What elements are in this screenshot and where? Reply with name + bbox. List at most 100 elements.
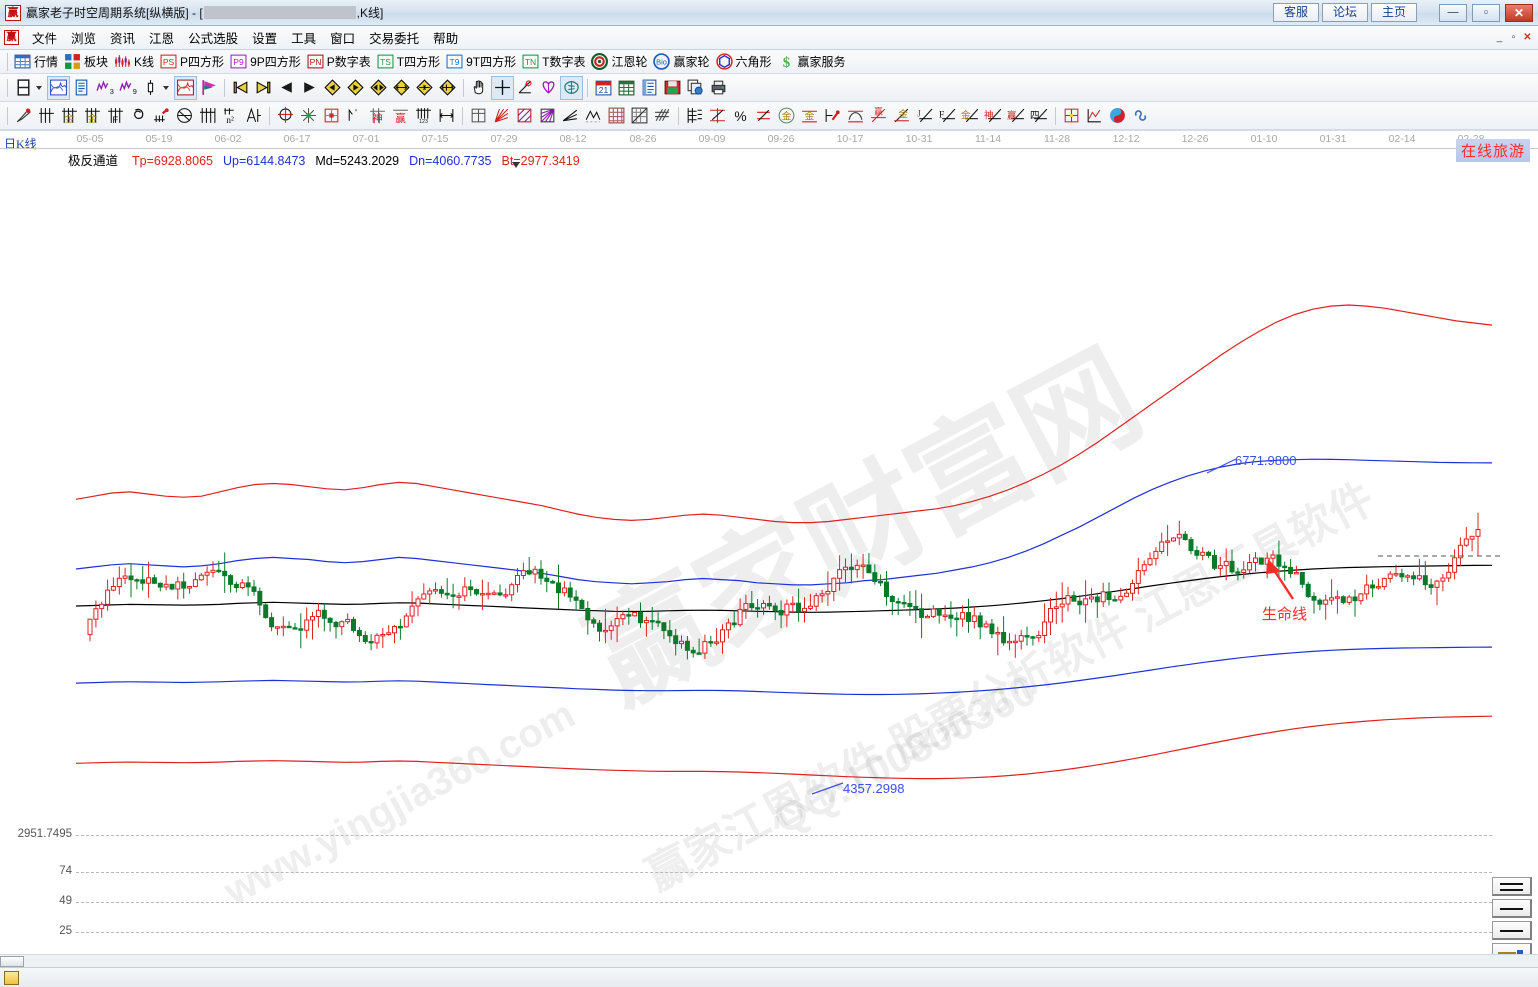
draw-pen-button[interactable]	[12, 104, 35, 128]
angle-lines-button[interactable]	[559, 104, 582, 128]
grid-point-button[interactable]	[1060, 104, 1083, 128]
n-square-tool-button[interactable]: n²	[219, 104, 242, 128]
number-grid-button[interactable]: 123	[412, 104, 435, 128]
winner-wheel-button[interactable]: Bio 赢家轮	[651, 50, 713, 73]
t-number-table-button[interactable]: TN T数字表	[520, 50, 589, 73]
span-tool-button[interactable]	[435, 104, 458, 128]
pen-tool-2-button[interactable]	[150, 104, 173, 128]
panel-button-1[interactable]	[1492, 877, 1532, 896]
gann-fan-grid-button[interactable]	[35, 104, 58, 128]
gold-circle-button[interactable]: 金	[775, 104, 798, 128]
print-chart-button[interactable]	[707, 76, 730, 100]
box-frame-button[interactable]	[467, 104, 490, 128]
menu-news[interactable]: 资讯	[110, 32, 136, 46]
tangle-red-button[interactable]	[174, 75, 197, 100]
brain-tool-button[interactable]	[560, 75, 583, 100]
slash-lines-button[interactable]	[651, 104, 674, 128]
mdi-minimize-button[interactable]: _	[1496, 32, 1503, 43]
menu-window[interactable]: 窗口	[330, 32, 356, 46]
9t-square-button[interactable]: T9 9T四方形	[444, 50, 520, 73]
flag-marker-button[interactable]	[197, 76, 220, 100]
menu-settings[interactable]: 设置	[252, 32, 278, 46]
gann-wheel-button[interactable]: 江恩轮	[589, 50, 651, 73]
ying-slash-button[interactable]: 赢	[1005, 104, 1028, 128]
circle-tool-button[interactable]	[173, 104, 196, 128]
maximize-button[interactable]: ▫	[1472, 3, 1500, 22]
f-tool-button[interactable]: F	[104, 104, 127, 128]
star-grid-button[interactable]	[297, 104, 320, 128]
gold-slash-2-button[interactable]: 金	[959, 104, 982, 128]
gold-ratio-1-button[interactable]: 金	[58, 104, 81, 128]
last-page-button[interactable]	[252, 76, 275, 100]
candle-style-button[interactable]	[139, 76, 174, 100]
mdi-close-button[interactable]: ✕	[1523, 32, 1532, 43]
market-quotes-button[interactable]: 行情	[12, 50, 62, 73]
forum-button[interactable]: 论坛	[1322, 3, 1368, 22]
kline-button[interactable]: K线	[112, 50, 158, 73]
shen-slash-button[interactable]: 神	[982, 104, 1005, 128]
notebook-button[interactable]	[638, 76, 661, 100]
taiji-button[interactable]	[1106, 104, 1129, 128]
report-button[interactable]	[70, 76, 93, 100]
gold-bar-button[interactable]: 金	[798, 104, 821, 128]
customer-service-button[interactable]: 客服	[1273, 3, 1319, 22]
menu-help[interactable]: 帮助	[433, 32, 459, 46]
j-slash-button[interactable]: J	[913, 104, 936, 128]
comb-tool-2-button[interactable]	[196, 104, 219, 128]
period-selector-button[interactable]	[12, 76, 47, 100]
panel-button-2[interactable]	[1492, 899, 1532, 918]
price-chart-svg[interactable]	[0, 131, 1538, 967]
percent-red-button[interactable]	[752, 104, 775, 128]
spreadsheet-button[interactable]	[615, 76, 638, 100]
flower-tool-button[interactable]	[537, 76, 560, 100]
indicator-9-button[interactable]: 9	[116, 76, 139, 100]
copy-chart-button[interactable]	[684, 76, 707, 100]
menu-formula-stock-picking[interactable]: 公式选股	[188, 32, 239, 46]
horizontal-scrollbar[interactable]	[0, 954, 1538, 967]
menu-trade-order[interactable]: 交易委托	[369, 32, 420, 46]
scrollbar-thumb[interactable]	[0, 956, 24, 967]
9p-square-button[interactable]: P9 9P四方形	[228, 50, 305, 73]
box-grid-button[interactable]	[320, 104, 343, 128]
p-number-table-button[interactable]: PN P数字表	[305, 50, 375, 73]
p-square-button[interactable]: PS P四方形	[158, 50, 228, 73]
sector-tag[interactable]: 在线旅游	[1455, 139, 1530, 162]
spiral-tool-button[interactable]	[127, 104, 150, 128]
indicator-3-button[interactable]: 3	[93, 76, 116, 100]
si-slash-button[interactable]: 四	[1028, 104, 1051, 128]
panel-button-3[interactable]	[1492, 921, 1532, 940]
f-slash-button[interactable]: F	[936, 104, 959, 128]
ying-tool-button[interactable]: 赢	[389, 104, 412, 128]
ladder-tool-button[interactable]	[683, 104, 706, 128]
hand-pan-button[interactable]	[468, 76, 491, 100]
gold-ratio-2-button[interactable]: 金	[81, 104, 104, 128]
gold-slash-button[interactable]: 金	[890, 104, 913, 128]
page-right-button[interactable]	[298, 76, 321, 100]
infinity-button[interactable]	[1129, 104, 1152, 128]
percent-sign-button[interactable]: %	[729, 104, 752, 128]
zigzag-line-button[interactable]	[582, 104, 605, 128]
arch-tool-button[interactable]	[844, 104, 867, 128]
zoom-fit-button[interactable]	[436, 76, 459, 100]
line-chart-button[interactable]	[1083, 104, 1106, 128]
fan-red-button[interactable]	[490, 104, 513, 128]
save-chart-button[interactable]	[661, 76, 684, 100]
menu-browse[interactable]: 浏览	[71, 32, 97, 46]
red-slash-button[interactable]: 赢	[867, 104, 890, 128]
sector-blocks-button[interactable]: 板块	[62, 50, 112, 73]
page-left-button[interactable]	[275, 76, 298, 100]
box-purple-button[interactable]	[513, 104, 536, 128]
crosshair-button[interactable]	[491, 75, 514, 100]
hexagon-button[interactable]: 六角形	[714, 50, 776, 73]
homepage-button[interactable]: 主页	[1371, 3, 1417, 22]
first-page-button[interactable]	[229, 76, 252, 100]
t-square-button[interactable]: TS T四方形	[375, 50, 444, 73]
percent-line-button[interactable]: "	[343, 104, 366, 128]
minimize-button[interactable]: —	[1439, 3, 1467, 22]
zoom-horizontal-button[interactable]	[367, 76, 390, 100]
close-button[interactable]: ✕	[1505, 3, 1533, 22]
zoom-expand-button[interactable]	[390, 76, 413, 100]
grid-full-button[interactable]	[605, 104, 628, 128]
winner-service-button[interactable]: $ 赢家服务	[776, 50, 850, 73]
measure-tool-button[interactable]: A	[514, 76, 537, 100]
